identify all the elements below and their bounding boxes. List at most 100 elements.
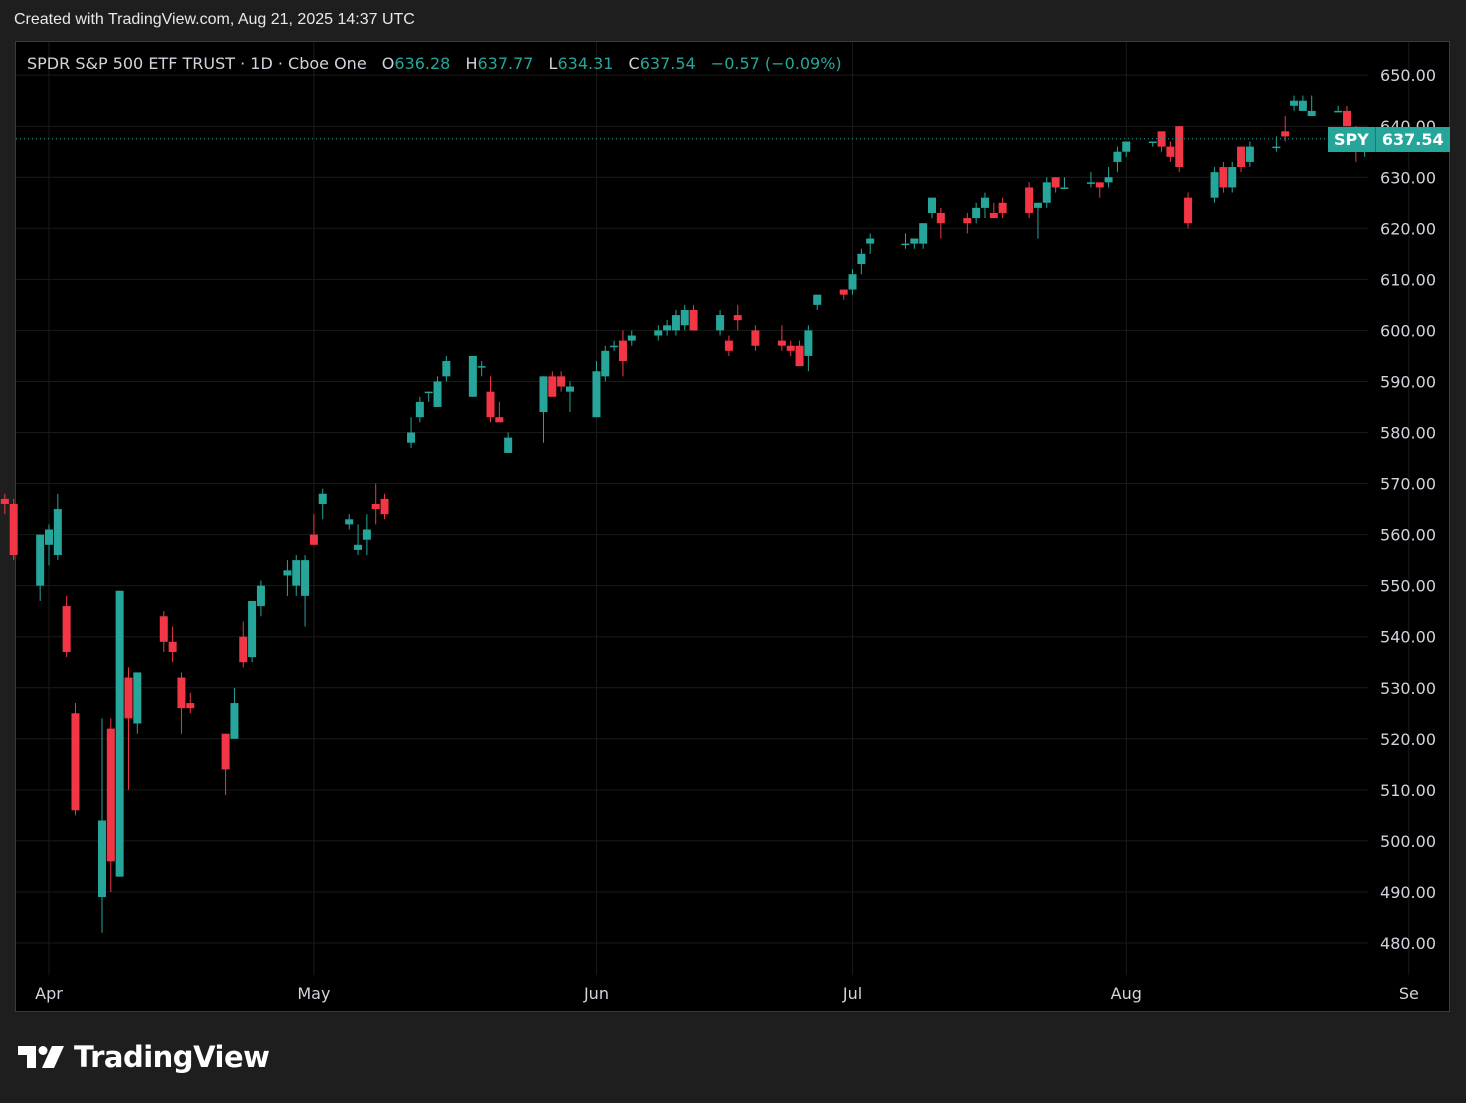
price-axis[interactable]: 480.00 490.00 500.00 510.00 520.00 530.00 540.… (1380, 66, 1436, 953)
candle[interactable] (309, 514, 318, 545)
candle[interactable] (1033, 202, 1042, 239)
candle[interactable] (36, 534, 45, 601)
candle[interactable] (592, 361, 601, 418)
candle[interactable] (1219, 161, 1228, 193)
candle[interactable] (221, 733, 230, 795)
candle[interactable] (919, 223, 928, 249)
candle[interactable] (186, 692, 195, 714)
candle[interactable] (442, 355, 451, 382)
candle[interactable] (724, 335, 733, 356)
candle[interactable] (1060, 177, 1069, 189)
candle[interactable] (106, 718, 115, 892)
candle[interactable] (1175, 126, 1184, 173)
candle[interactable] (716, 309, 725, 336)
candle[interactable] (1122, 141, 1131, 157)
candle[interactable] (362, 514, 371, 556)
candle[interactable] (601, 345, 610, 382)
candle[interactable] (433, 376, 442, 407)
candle[interactable] (866, 233, 875, 254)
candle[interactable] (901, 233, 910, 249)
candle[interactable] (548, 371, 557, 397)
candle[interactable] (689, 304, 698, 331)
candle[interactable] (751, 325, 760, 351)
candle[interactable] (1334, 105, 1343, 113)
candle[interactable] (627, 330, 636, 346)
candle[interactable] (301, 555, 310, 627)
candle[interactable] (1245, 141, 1254, 168)
candle[interactable] (53, 493, 62, 561)
candle[interactable] (928, 197, 936, 219)
candle[interactable] (848, 269, 857, 295)
candle[interactable] (292, 555, 301, 596)
candle[interactable] (1307, 95, 1316, 116)
candle[interactable] (124, 667, 133, 790)
candle[interactable] (777, 325, 786, 351)
candle[interactable] (671, 309, 680, 336)
candle[interactable] (1298, 95, 1307, 111)
candle[interactable] (495, 401, 504, 423)
candle[interactable] (486, 376, 495, 423)
candle[interactable] (1157, 131, 1166, 152)
candle[interactable] (795, 340, 804, 367)
candle[interactable] (1184, 192, 1193, 229)
candle[interactable] (813, 294, 822, 310)
candle[interactable] (989, 202, 998, 219)
candle[interactable] (9, 498, 18, 561)
candle[interactable] (1210, 167, 1219, 203)
candle[interactable] (1343, 105, 1352, 127)
candle[interactable] (424, 391, 433, 402)
candle[interactable] (910, 238, 919, 249)
candle[interactable] (283, 560, 292, 596)
candle[interactable] (248, 600, 257, 663)
candle[interactable] (177, 672, 186, 734)
candle[interactable] (1281, 115, 1290, 142)
candle[interactable] (1166, 141, 1175, 162)
candle[interactable] (62, 595, 71, 658)
candle[interactable] (786, 340, 795, 356)
candle[interactable] (1228, 161, 1237, 193)
candle[interactable] (1148, 141, 1157, 147)
candle[interactable] (733, 304, 742, 331)
time-axis[interactable]: Apr May Jun Jul Aug Se (35, 984, 1419, 1003)
candle[interactable] (963, 212, 972, 234)
candle[interactable] (1042, 177, 1051, 208)
candle[interactable] (318, 488, 327, 520)
candle[interactable] (804, 325, 813, 372)
candle[interactable] (407, 417, 416, 448)
candle[interactable] (654, 325, 663, 341)
candle[interactable] (345, 514, 354, 530)
candle[interactable] (1237, 146, 1246, 173)
candle[interactable] (980, 192, 989, 219)
candle[interactable] (504, 432, 513, 453)
chart-frame[interactable] (15, 41, 1450, 1012)
candle[interactable] (159, 611, 168, 653)
candle[interactable] (371, 483, 380, 525)
candle[interactable] (539, 376, 548, 443)
candle[interactable] (936, 207, 945, 239)
candle[interactable] (380, 493, 389, 520)
candle[interactable] (1086, 172, 1095, 188)
candle[interactable] (1051, 177, 1060, 193)
candle[interactable] (133, 672, 142, 734)
candle[interactable] (0, 493, 9, 515)
candle[interactable] (857, 248, 866, 275)
candle[interactable] (1290, 95, 1299, 111)
candle[interactable] (610, 340, 619, 351)
candle[interactable] (256, 580, 265, 617)
candle[interactable] (998, 197, 1007, 219)
candle[interactable] (477, 361, 486, 377)
candle[interactable] (168, 626, 177, 663)
candle[interactable] (468, 355, 477, 397)
candle[interactable] (680, 304, 689, 331)
candle[interactable] (1113, 146, 1122, 173)
candle[interactable] (354, 524, 363, 556)
candle[interactable] (557, 371, 566, 392)
candle[interactable] (565, 381, 574, 413)
candle[interactable] (71, 703, 80, 816)
candle[interactable] (663, 320, 672, 336)
candle[interactable] (1025, 182, 1034, 219)
candle[interactable] (839, 289, 848, 300)
candle[interactable] (45, 524, 53, 566)
candle[interactable] (1104, 167, 1113, 188)
